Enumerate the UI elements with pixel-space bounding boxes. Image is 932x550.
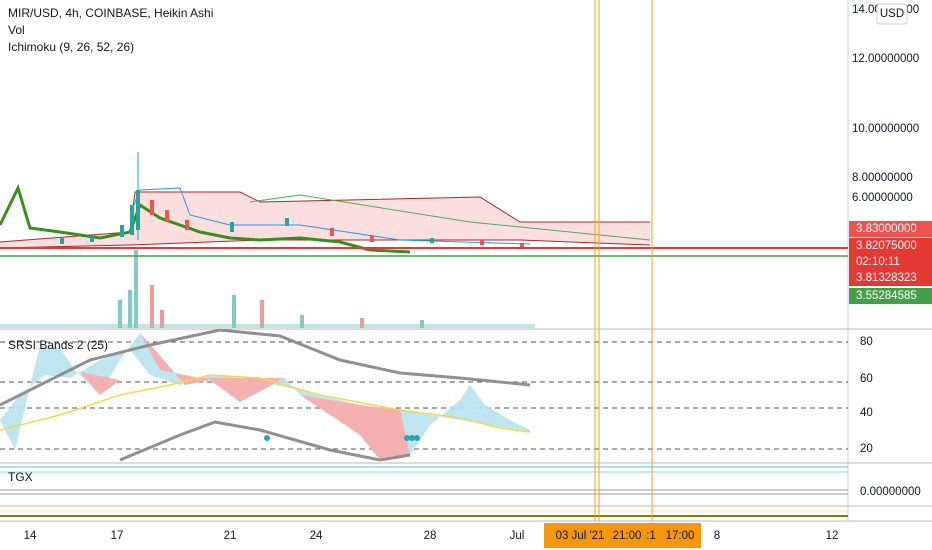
srsi-fill: [300, 395, 410, 460]
candles: [60, 152, 524, 247]
price-tag: [849, 238, 932, 286]
price-label: 6.00000000: [852, 192, 913, 204]
srsi-upper-band: [0, 328, 531, 407]
srsi-axis-label: 20: [860, 443, 873, 455]
price-tag-label: 3.55284585: [856, 290, 917, 302]
time-label: 17: [111, 530, 124, 542]
price-tag-label: 3.83000000: [856, 223, 917, 235]
srsi-fill: [60, 348, 120, 395]
countdown-label: 02:10:11: [856, 256, 900, 268]
price-tag-label: 3.81328323: [856, 272, 917, 284]
time-label: 8: [714, 530, 720, 542]
time-label: 24: [310, 530, 323, 542]
time-label: Jul: [510, 530, 525, 542]
srsi-basis: [0, 374, 531, 433]
lagging-span: [249, 194, 651, 241]
price-label: 8.00000000: [852, 172, 913, 184]
legend-indicator: Vol: [8, 23, 25, 37]
time-label: 28: [424, 530, 437, 542]
price-label: 12.00000000: [852, 53, 919, 65]
volume-bars: [0, 250, 535, 328]
crosshair-label: 03 Jul '21: [556, 530, 605, 542]
price-tag-label: 3.82075000: [856, 240, 917, 252]
srsi-signals: [264, 435, 420, 441]
ichimoku-cloud: [0, 192, 650, 248]
currency-button-label[interactable]: USD: [880, 8, 904, 20]
time-label: 21: [224, 530, 237, 542]
crosshair-label: 21:00: [613, 530, 642, 542]
price-tag: [849, 221, 932, 237]
tgx-axis-label: 0.00000000: [860, 486, 921, 498]
srsi-levels: [0, 341, 848, 450]
srsi-lower-band: [119, 420, 411, 462]
price-label: 10.00000000: [852, 123, 919, 135]
base-line: [0, 183, 411, 254]
legend-indicator: Ichimoku (9, 26, 52, 26): [8, 40, 134, 54]
srsi-fill: [140, 333, 285, 402]
pane-title: SRSI Bands 2 (25): [8, 338, 108, 352]
crosshair-range: [544, 523, 701, 548]
legend-symbol: MIR/USD, 4h, COINBASE, Heikin Ashi: [8, 6, 213, 20]
pane-title: TGX: [8, 470, 33, 484]
conversion-line: [129, 187, 531, 245]
srsi-axis-label: 80: [860, 336, 873, 348]
price-tag: [849, 288, 932, 304]
srsi-axis-label: 60: [860, 373, 873, 385]
srsi-axis-label: 40: [860, 407, 873, 419]
crosshair-label: :1: [646, 530, 656, 542]
currency-button[interactable]: [876, 3, 908, 25]
time-label: 14: [24, 530, 37, 542]
time-label: 12: [826, 530, 839, 542]
crosshair-label: 17:00: [666, 530, 695, 542]
